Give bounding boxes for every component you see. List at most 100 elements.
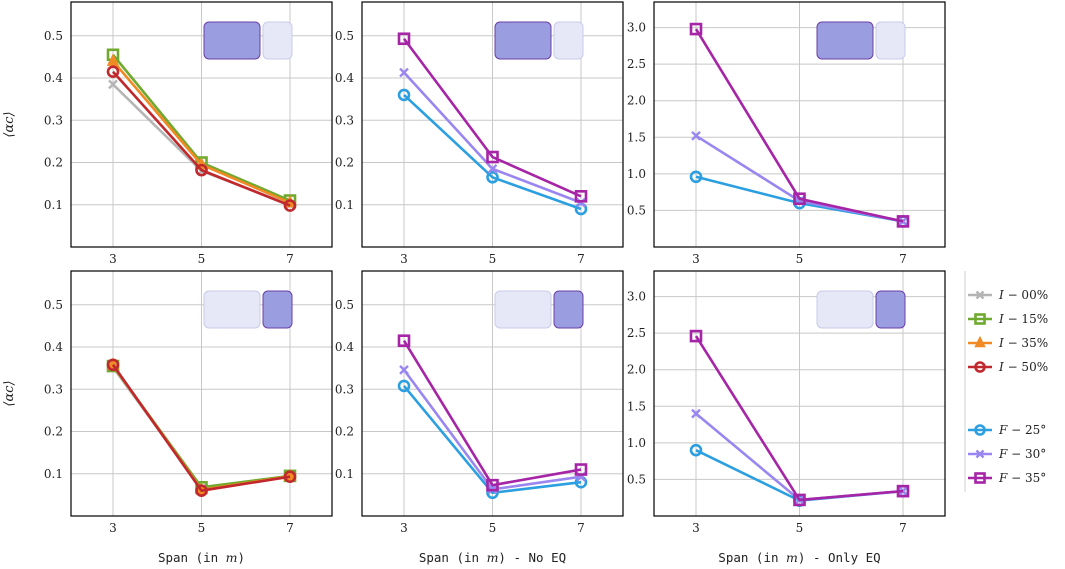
data-point [397, 334, 411, 347]
data-point [195, 163, 208, 177]
y-tick-label: 0.1 [44, 467, 63, 481]
data-point [106, 65, 120, 78]
inset-box-left [494, 290, 552, 329]
data-point [896, 215, 910, 228]
legend-marker [975, 290, 985, 300]
x-tick-label: 7 [899, 252, 907, 266]
data-point [691, 408, 701, 419]
data-point [574, 463, 588, 476]
series-2 [397, 32, 588, 203]
data-point [576, 197, 586, 208]
data-point [793, 493, 806, 507]
data-point [793, 192, 806, 206]
series-line [402, 340, 582, 487]
legend-item-I-2: I − 35% [968, 335, 1048, 350]
x-tick-label: 5 [796, 521, 804, 535]
legend-marker [974, 472, 986, 484]
inset-box-left [203, 21, 261, 60]
y-tick-label: 0.5 [335, 29, 354, 43]
y-tick-label: 0.2 [44, 425, 63, 439]
inset-box-right [262, 21, 293, 60]
legend-label: I − 00% [998, 288, 1048, 302]
data-point [399, 67, 409, 78]
x-tick-label: 3 [109, 252, 117, 266]
series-line [402, 385, 582, 495]
y-tick-label: 3.0 [627, 290, 646, 304]
inset-box-left [203, 290, 261, 329]
legend-item-I-1: I − 15% [968, 312, 1048, 326]
inset-box-right [262, 290, 293, 329]
y-tick-label: 2.5 [627, 326, 646, 340]
series-line [694, 335, 904, 502]
series-line [403, 93, 582, 211]
x-tick-label: 7 [286, 521, 294, 535]
data-point [399, 364, 409, 375]
legend-marker [974, 361, 986, 373]
y-tick-label: 1.5 [627, 399, 646, 413]
y-tick-label: 1.0 [627, 167, 646, 181]
legend-item-F-2: F − 35° [968, 471, 1046, 485]
y-tick-label: 0.3 [44, 113, 63, 127]
x-tick-label: 3 [109, 521, 117, 535]
y-tick-label: 0.3 [44, 382, 63, 396]
x-tick-label: 3 [400, 252, 408, 266]
x-tick-label: 5 [489, 521, 497, 535]
legend-item-F-1: F − 30° [968, 447, 1046, 461]
series-line [694, 28, 904, 223]
series-3 [106, 358, 297, 497]
data-point [898, 486, 908, 496]
inset-box-left [494, 21, 552, 60]
series-2 [689, 329, 910, 507]
data-point [689, 170, 703, 184]
chart-panel: 0.1 0.2 0.3 0.4 0.5 3 5 7 ⟨αc⟩ [2, 1, 333, 266]
y-axis-label: ⟨αc⟩ [2, 111, 17, 137]
y-tick-label: 0.4 [335, 340, 354, 354]
plot-frame [361, 270, 624, 517]
series-3 [106, 65, 297, 212]
x-tick-label: 3 [692, 252, 700, 266]
plot-frame [361, 1, 624, 248]
y-tick-label: 0.1 [335, 198, 354, 212]
data-point [486, 171, 499, 184]
y-tick-label: 0.4 [44, 340, 63, 354]
series-line [402, 37, 582, 198]
legend: I − 00% I − 15% I − 35% I − 50% F − 25° F − 3… [964, 271, 1048, 492]
x-tick-label: 5 [489, 252, 497, 266]
series-1 [399, 67, 586, 208]
legend-label: I − 35% [998, 336, 1048, 350]
data-point [486, 150, 499, 164]
series-2 [397, 334, 588, 492]
legend-item-I-3: I − 50% [968, 360, 1048, 374]
inset-box-left [816, 290, 874, 329]
y-tick-label: 0.5 [627, 203, 646, 217]
data-point [896, 484, 910, 498]
y-tick-label: 0.2 [335, 425, 354, 439]
data-point [397, 32, 411, 46]
y-tick-label: 0.2 [335, 156, 354, 170]
chart-panel: 0.1 0.2 0.3 0.4 0.5 3 5 7 Span (in m) - No EQ [335, 270, 624, 565]
x-axis-label: Span (in m) [158, 550, 245, 565]
legend-marker [974, 313, 986, 325]
legend-label: I − 15% [998, 312, 1048, 326]
y-tick-label: 0.1 [44, 198, 63, 212]
data-point [487, 164, 498, 174]
y-tick-label: 0.5 [44, 298, 63, 312]
legend-marker [975, 449, 985, 459]
y-tick-label: 2.0 [627, 94, 646, 108]
data-point [691, 130, 701, 141]
chart-panel: 0.5 1.0 1.5 2.0 2.5 3.0 3 5 7 [627, 1, 946, 266]
y-tick-label: 2.5 [627, 57, 646, 71]
x-tick-label: 3 [692, 521, 700, 535]
data-point [283, 470, 297, 484]
chart-panel: 0.1 0.2 0.3 0.4 0.5 3 5 7 Span (in m) ⟨αc⟩ [2, 270, 333, 565]
plot-frame [653, 270, 946, 517]
x-tick-label: 7 [286, 252, 294, 266]
series-2 [689, 22, 910, 228]
data-point [283, 199, 297, 212]
inset-box-right [553, 290, 584, 329]
y-tick-label: 0.1 [335, 467, 354, 481]
legend-marker [974, 335, 986, 348]
y-tick-label: 0.5 [335, 298, 354, 312]
y-tick-label: 0.4 [44, 71, 63, 85]
plot-frame [653, 1, 946, 248]
